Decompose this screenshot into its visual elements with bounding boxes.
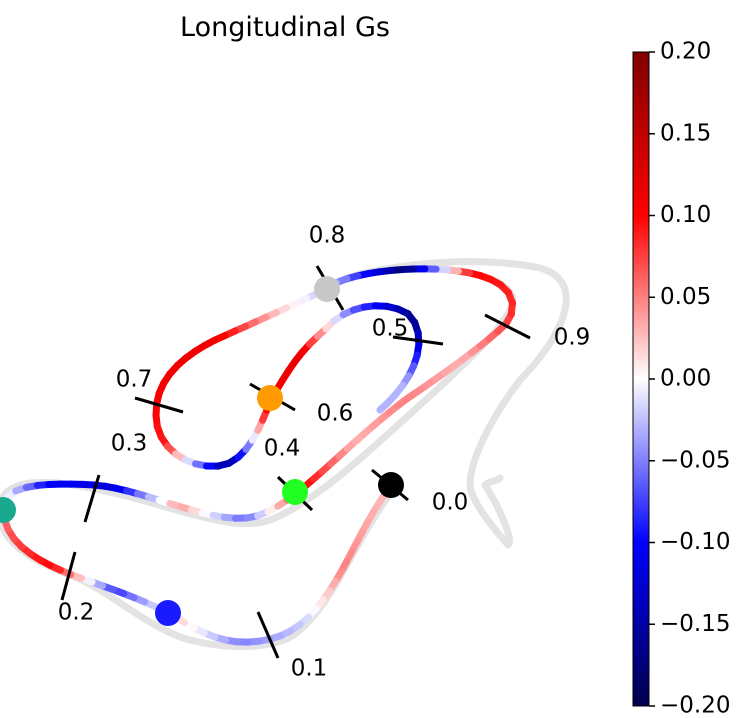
point-markers [0,276,404,626]
point-marker-teal [0,497,16,523]
distance-tick [484,313,531,340]
colorbar-tick-label: 0.00 [660,366,711,392]
distance-label: 0.6 [317,401,354,427]
distance-label: 0.7 [116,367,153,393]
point-marker-green [282,479,308,505]
colorbar-tick-label: −0.20 [660,693,730,718]
distance-label: 0.3 [111,431,148,457]
point-marker-orange [257,385,283,411]
point-marker-blue [155,600,181,626]
distance-label: 0.9 [554,325,591,351]
distance-label: 0.8 [309,223,346,249]
distance-label: 0.5 [372,316,409,342]
colorbar-tick-label: 0.10 [660,202,711,228]
point-marker-black [378,472,404,498]
distance-tick [256,611,280,659]
distance-tick [134,396,184,414]
distance-tick [392,335,444,346]
distance-tick [60,551,77,601]
chart-title: Longitudinal Gs [180,12,390,43]
colorbar-tick-label: 0.15 [660,120,711,146]
track-segment [376,398,392,414]
distance-label: 0.0 [432,490,469,516]
colorbar-tick-label: 0.20 [660,39,711,65]
distance-label: 0.2 [58,600,95,626]
colorbar-tick-label: 0.05 [660,284,711,310]
point-marker-gray [314,276,340,302]
colorbar-tick-label: −0.05 [660,447,730,473]
colorbar-tick-label: −0.10 [660,529,730,555]
colorbar: 0.20 0.15 0.10 0.05 0.00 −0.05 −0.10 −0.15 −0.20 [632,39,730,718]
distance-tick [83,474,101,523]
track-layer [0,265,517,646]
reference-track-path [318,258,570,549]
distance-label: 0.4 [264,436,301,462]
distance-label: 0.1 [291,656,328,682]
colorbar-tick-label: −0.15 [660,611,730,637]
colorbar-bar [632,51,650,707]
